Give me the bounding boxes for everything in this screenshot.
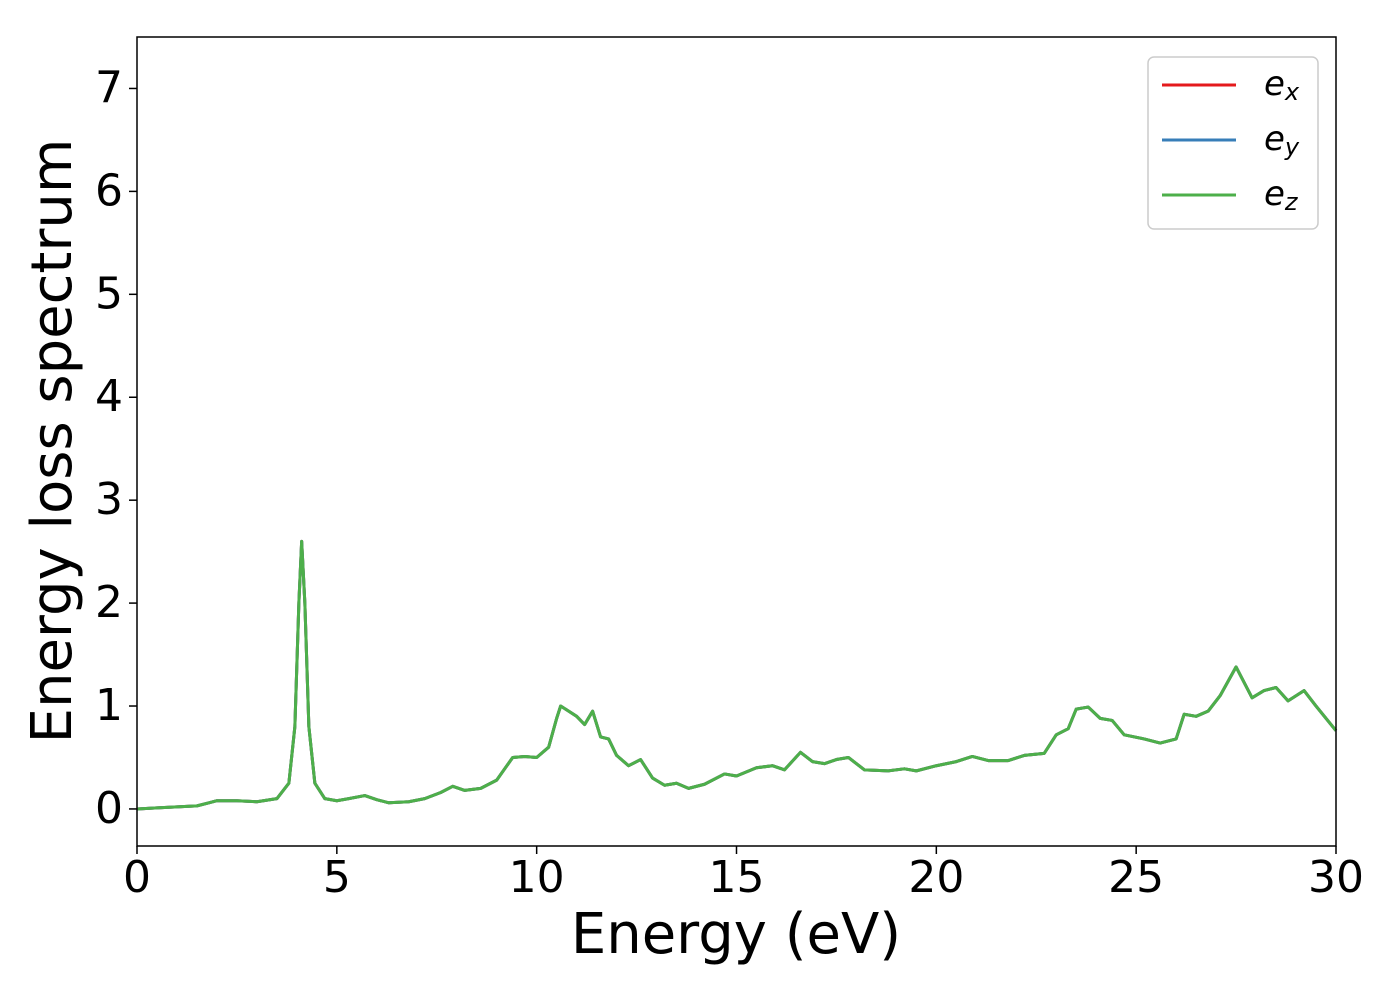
y-tick-label: 6: [95, 165, 123, 216]
y-tick-label: 0: [95, 783, 123, 834]
legend-label: ey: [1264, 119, 1300, 162]
y-axis-label: Energy loss spectrum: [20, 139, 85, 744]
y-tick-label: 2: [95, 577, 123, 628]
x-tick-label: 30: [1308, 852, 1364, 903]
y-tick-label: 4: [95, 371, 123, 422]
x-tick-label: 15: [709, 852, 765, 903]
y-tick-label: 1: [95, 680, 123, 731]
plot-frame: [136, 36, 1337, 847]
x-tick-label: 20: [908, 852, 964, 903]
data-line: [136, 539, 1338, 811]
x-tick-label: 25: [1108, 852, 1164, 903]
y-tick-label: 3: [95, 474, 123, 525]
y-tick-label: 5: [95, 268, 123, 319]
x-tick-label: 10: [509, 852, 565, 903]
data-line: [136, 539, 1338, 811]
x-tick-label: 5: [323, 852, 351, 903]
y-tick-label: 7: [95, 62, 123, 113]
legend-box: [1147, 56, 1319, 230]
legend-label: ex: [1264, 64, 1300, 107]
data-line: [136, 539, 1338, 811]
legend-label: ez: [1264, 174, 1299, 217]
x-tick-label: 0: [123, 852, 151, 903]
x-axis-label: Energy (eV): [571, 902, 901, 967]
